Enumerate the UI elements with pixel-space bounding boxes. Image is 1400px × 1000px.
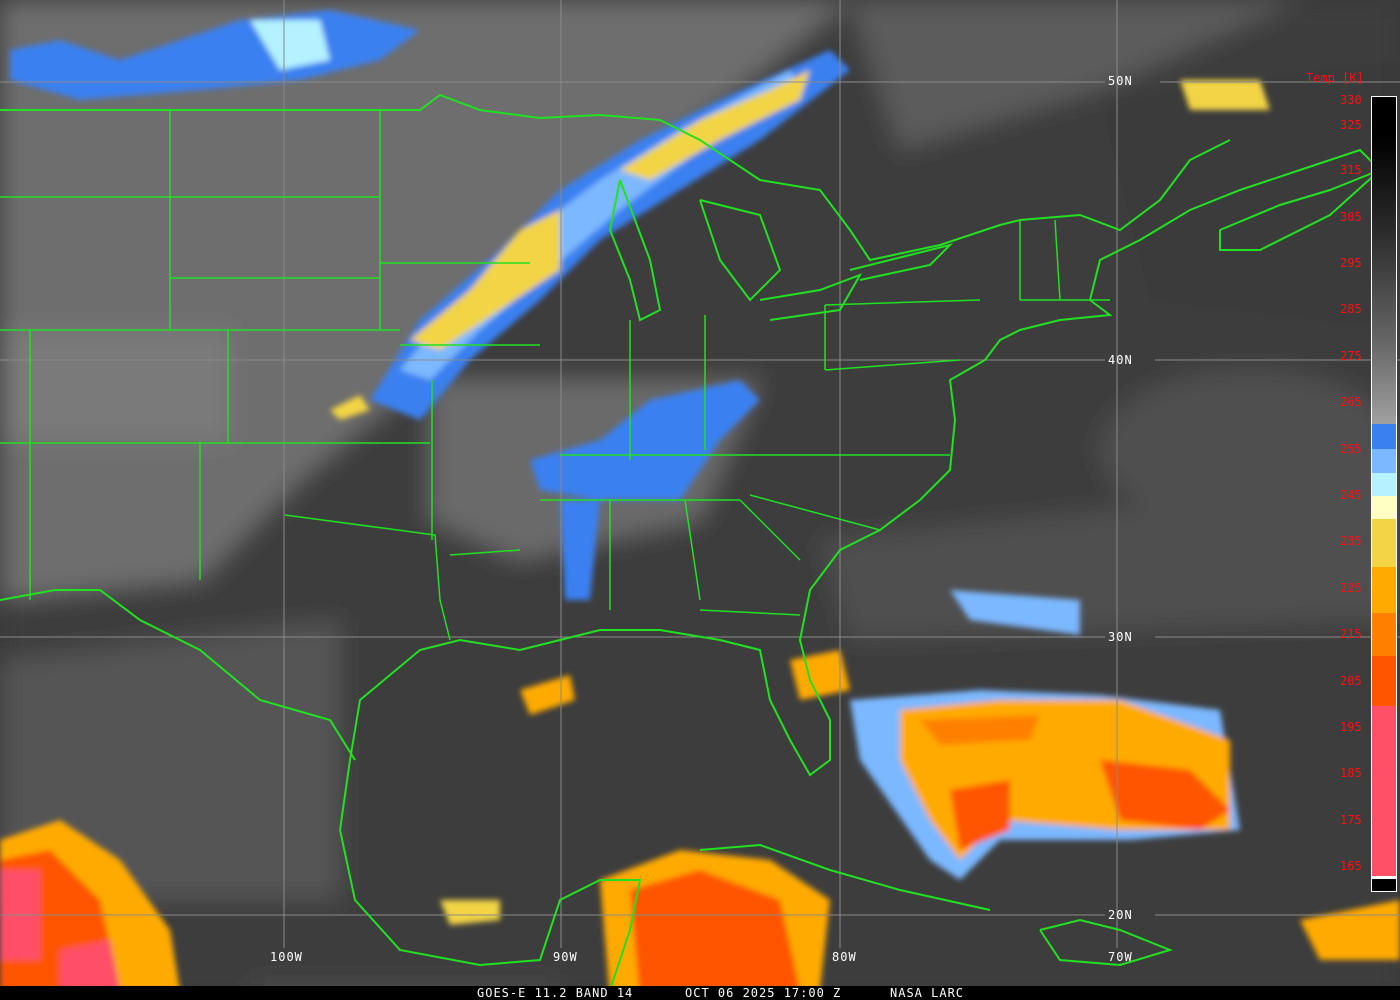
grid-label-30n: 30N [1108, 630, 1133, 644]
gulf-coast [339, 148, 1386, 831]
colorbar-tick-label: 185 [1340, 766, 1362, 780]
colorbar-tick-label: 255 [1340, 442, 1362, 456]
timestamp-label: OCT 06 2025 17:00 Z [685, 986, 842, 1000]
hispaniola [1039, 918, 1174, 967]
colorbar-tick-label: 265 [1340, 395, 1362, 409]
grid-label-70w: 70W [1108, 950, 1133, 964]
colorbar-seg [1372, 876, 1396, 879]
nova-scotia [1219, 169, 1381, 251]
grid-label-40n: 40N [1108, 353, 1133, 367]
cuba [699, 843, 991, 911]
image-caption-bar: GOES-E 11.2 BAND 14 OCT 06 2025 17:00 Z … [0, 986, 1400, 1000]
grid-label-80w: 80W [832, 950, 857, 964]
colorbar-tick-label: 165 [1340, 859, 1362, 873]
colorbar-tick-label: 315 [1340, 163, 1362, 177]
grid-label-20n: 20N [1108, 908, 1133, 922]
texas-border [0, 589, 356, 761]
satellite-band-label: GOES-E 11.2 BAND 14 [477, 986, 634, 1000]
colorbar-seg [1372, 656, 1396, 706]
political-borders [0, 93, 1386, 991]
colorbar-seg [1372, 519, 1396, 567]
colorbar-tick-label: 285 [1340, 302, 1362, 316]
mexico-coast [339, 829, 642, 991]
colorbar-tick-label: 275 [1340, 349, 1362, 363]
colorbar-tick-label: 305 [1340, 210, 1362, 224]
colorbar-tick-label: 175 [1340, 813, 1362, 827]
colorbar-title: Temp [K] [1306, 71, 1364, 85]
grid-label-90w: 90W [553, 950, 578, 964]
colorbar-tick-label: 235 [1340, 534, 1362, 548]
colorbar-tick-label: 245 [1340, 488, 1362, 502]
colorbar-gray-ramp [1372, 97, 1396, 424]
colorbar-tick-label: 295 [1340, 256, 1362, 270]
grid-label-100w: 100W [270, 950, 303, 964]
colorbar-seg [1372, 567, 1396, 613]
colorbar-seg [1372, 449, 1396, 473]
lat-lon-grid [0, 0, 1400, 948]
state-lines [0, 110, 1110, 641]
colorbar-tick-label: 330 [1340, 93, 1362, 107]
source-label: NASA LARC [890, 986, 965, 1000]
colorbar-tick-label: 205 [1340, 674, 1362, 688]
colorbar-seg [1372, 613, 1396, 656]
colorbar-tick-label: 225 [1340, 581, 1362, 595]
colorbar-seg [1372, 879, 1396, 891]
colorbar-seg [1372, 706, 1396, 876]
cold-cloud-tops [0, 10, 1400, 1000]
colorbar-seg [1372, 496, 1396, 519]
colorbar-seg [1372, 424, 1396, 449]
great-lakes [608, 179, 662, 322]
us-canada-border [0, 93, 1231, 262]
colorbar-tick-label: 195 [1340, 720, 1362, 734]
colorbar-tick-label: 325 [1340, 118, 1362, 132]
colorbar-seg [1372, 473, 1396, 496]
temperature-colorbar [1371, 96, 1397, 892]
grid-label-50n: 50N [1108, 74, 1133, 88]
colorbar-tick-label: 215 [1340, 627, 1362, 641]
